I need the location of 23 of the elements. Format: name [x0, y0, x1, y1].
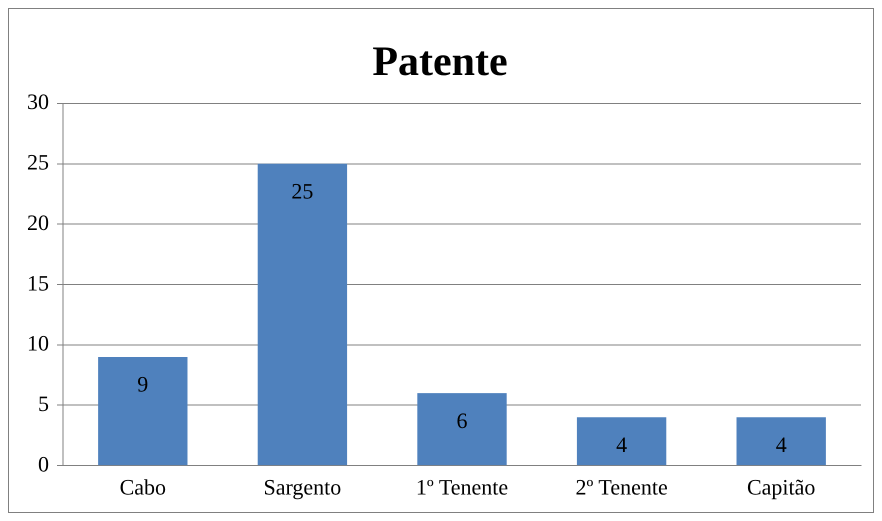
y-tick-label: 5 [38, 391, 49, 416]
x-tick-label: Sargento [263, 474, 342, 500]
data-label: 6 [456, 408, 468, 433]
y-tick-label: 30 [27, 89, 49, 114]
bar [576, 417, 666, 466]
x-tick-label: Capitão [746, 474, 816, 500]
chart-title: Patente [372, 39, 508, 86]
x-tick-label: 1º Tenente [416, 474, 508, 500]
x-tick-label: Cabo [120, 474, 166, 500]
y-tick-label: 25 [27, 150, 49, 175]
data-label: 4 [776, 432, 787, 458]
y-tick-label: 20 [27, 210, 49, 235]
bar [258, 164, 348, 466]
bar [417, 393, 507, 466]
x-tick-label: 2º Tenente [575, 474, 668, 500]
y-tick-label: 10 [27, 330, 49, 356]
data-label: 25 [291, 178, 314, 204]
y-tick-label: 0 [38, 451, 49, 476]
bar [736, 417, 826, 466]
data-label: 9 [137, 372, 148, 397]
bar [98, 356, 188, 466]
data-label: 4 [616, 432, 628, 458]
y-tick-label: 15 [27, 270, 49, 296]
